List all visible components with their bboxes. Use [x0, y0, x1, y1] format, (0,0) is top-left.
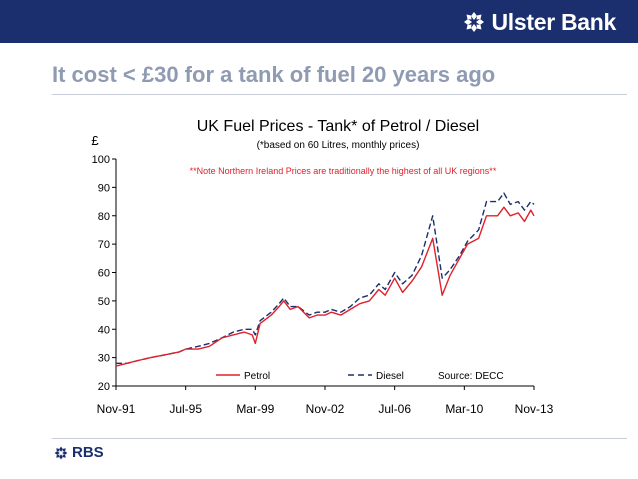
y-tick-label: 70 — [98, 239, 110, 251]
x-tick-label: Nov-13 — [515, 402, 554, 416]
x-tick-label: Mar-99 — [236, 402, 274, 416]
source-label: Source: DECC — [438, 371, 504, 382]
rbs-logo: RBS — [54, 444, 104, 461]
chart-subtitle: (*based on 60 Litres, monthly prices) — [257, 140, 420, 151]
fuel-price-chart: UK Fuel Prices - Tank* of Petrol / Diese… — [0, 100, 638, 430]
brand-name: Ulster Bank — [491, 8, 616, 35]
chart-svg: UK Fuel Prices - Tank* of Petrol / Diese… — [91, 118, 554, 416]
series-line-petrol — [115, 206, 535, 367]
rbs-logo-text: RBS — [72, 444, 104, 461]
daisy-wheel-icon — [464, 12, 485, 32]
y-tick-label: 100 — [92, 154, 110, 166]
daisy-wheel-icon — [54, 446, 68, 459]
x-tick-label: Nov-91 — [97, 402, 136, 416]
y-tick-label: 30 — [98, 353, 110, 365]
series-line-diesel — [116, 192, 535, 364]
y-tick-label: 20 — [98, 381, 110, 393]
series-layer — [115, 192, 535, 367]
chart-title: UK Fuel Prices - Tank* of Petrol / Diese… — [197, 118, 479, 135]
x-tick-label: Mar-10 — [445, 402, 483, 416]
brand-logo: Ulster Bank — [463, 7, 616, 37]
legend: Petrol Diesel Source: DECC — [216, 371, 504, 382]
legend-petrol-label: Petrol — [244, 371, 270, 382]
y-tick-label: 80 — [98, 211, 110, 223]
y-tick-label: 50 — [98, 296, 110, 308]
top-banner: Ulster Bank — [0, 0, 638, 43]
y-tick-label: 60 — [98, 268, 110, 280]
axes: 20 30 40 50 60 70 80 90 100 Nov-91 Jul-95 Mar-99 Nov… — [92, 154, 554, 416]
x-tick-label: Jul-95 — [169, 402, 202, 416]
chart-note: **Note Northern Ireland Prices are tradi… — [190, 166, 497, 176]
y-tick-label: 40 — [98, 324, 110, 336]
legend-diesel-label: Diesel — [376, 371, 404, 382]
x-tick-label: Nov-02 — [306, 402, 345, 416]
divider — [52, 94, 627, 95]
y-tick-label: 90 — [98, 182, 110, 194]
footer-divider — [52, 438, 627, 439]
x-tick-label: Jul-06 — [378, 402, 411, 416]
y-axis-label: £ — [91, 133, 99, 148]
slide-headline: It cost < £30 for a tank of fuel 20 year… — [52, 62, 496, 87]
